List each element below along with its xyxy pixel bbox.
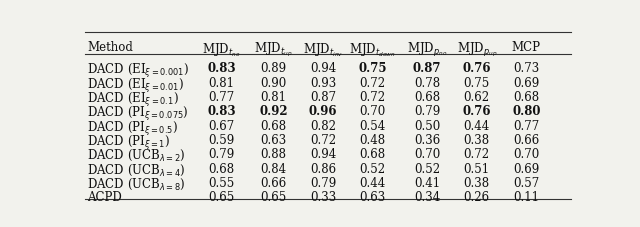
Text: 0.63: 0.63 (360, 191, 386, 204)
Text: DACD (UCB$_{\lambda=4}$): DACD (UCB$_{\lambda=4}$) (88, 163, 186, 178)
Text: 0.63: 0.63 (260, 134, 287, 147)
Text: 0.94: 0.94 (310, 62, 336, 75)
Text: 0.76: 0.76 (463, 105, 491, 118)
Text: 0.41: 0.41 (414, 177, 440, 190)
Text: 0.82: 0.82 (310, 120, 336, 133)
Text: 0.77: 0.77 (208, 91, 234, 104)
Text: 0.86: 0.86 (310, 163, 336, 175)
Text: 0.66: 0.66 (260, 177, 287, 190)
Text: 0.44: 0.44 (360, 177, 386, 190)
Text: 0.69: 0.69 (513, 76, 540, 89)
Text: 0.83: 0.83 (207, 105, 236, 118)
Text: 0.79: 0.79 (208, 148, 234, 161)
Text: 0.67: 0.67 (208, 120, 234, 133)
Text: 0.65: 0.65 (208, 191, 234, 204)
Text: 0.36: 0.36 (414, 134, 440, 147)
Text: 0.38: 0.38 (464, 134, 490, 147)
Text: MJD$_{p_{up}}$: MJD$_{p_{up}}$ (456, 41, 497, 59)
Text: 0.72: 0.72 (360, 76, 386, 89)
Text: 0.68: 0.68 (260, 120, 287, 133)
Text: 0.68: 0.68 (513, 91, 540, 104)
Text: 0.75: 0.75 (358, 62, 387, 75)
Text: 0.96: 0.96 (308, 105, 337, 118)
Text: 0.77: 0.77 (513, 120, 540, 133)
Text: 0.72: 0.72 (310, 134, 336, 147)
Text: 0.54: 0.54 (360, 120, 386, 133)
Text: DACD (EI$_{\xi=0.01}$): DACD (EI$_{\xi=0.01}$) (88, 76, 184, 94)
Text: 0.93: 0.93 (310, 76, 336, 89)
Text: DACD (EI$_{\xi=0.001}$): DACD (EI$_{\xi=0.001}$) (88, 62, 189, 80)
Text: 0.80: 0.80 (512, 105, 541, 118)
Text: 0.84: 0.84 (260, 163, 287, 175)
Text: 0.73: 0.73 (513, 62, 540, 75)
Text: 0.79: 0.79 (310, 177, 336, 190)
Text: MJD$_{t_{down}}$: MJD$_{t_{down}}$ (349, 41, 396, 59)
Text: 0.38: 0.38 (464, 177, 490, 190)
Text: 0.81: 0.81 (209, 76, 234, 89)
Text: 0.75: 0.75 (463, 76, 490, 89)
Text: 0.44: 0.44 (463, 120, 490, 133)
Text: 0.70: 0.70 (513, 148, 540, 161)
Text: 0.94: 0.94 (310, 148, 336, 161)
Text: 0.55: 0.55 (208, 177, 234, 190)
Text: 0.87: 0.87 (413, 62, 442, 75)
Text: 0.66: 0.66 (513, 134, 540, 147)
Text: 0.33: 0.33 (310, 191, 336, 204)
Text: 0.65: 0.65 (260, 191, 287, 204)
Text: 0.70: 0.70 (360, 105, 386, 118)
Text: 0.83: 0.83 (207, 62, 236, 75)
Text: 0.78: 0.78 (414, 76, 440, 89)
Text: Method: Method (88, 41, 133, 54)
Text: 0.76: 0.76 (463, 62, 491, 75)
Text: 0.52: 0.52 (414, 163, 440, 175)
Text: MJD$_{p_{no}}$: MJD$_{p_{no}}$ (407, 41, 447, 59)
Text: 0.68: 0.68 (208, 163, 234, 175)
Text: 0.81: 0.81 (260, 91, 287, 104)
Text: 0.52: 0.52 (360, 163, 386, 175)
Text: 0.51: 0.51 (464, 163, 490, 175)
Text: 0.34: 0.34 (414, 191, 440, 204)
Text: DACD (UCB$_{\lambda=2}$): DACD (UCB$_{\lambda=2}$) (88, 148, 186, 163)
Text: 0.68: 0.68 (360, 148, 386, 161)
Text: DACD (PI$_{\xi=0.5}$): DACD (PI$_{\xi=0.5}$) (88, 120, 179, 138)
Text: DACD (EI$_{\xi=0.1}$): DACD (EI$_{\xi=0.1}$) (88, 91, 179, 109)
Text: DACD (PI$_{\xi=1}$): DACD (PI$_{\xi=1}$) (88, 134, 171, 152)
Text: 0.87: 0.87 (310, 91, 336, 104)
Text: 0.72: 0.72 (360, 91, 386, 104)
Text: 0.50: 0.50 (414, 120, 440, 133)
Text: 0.26: 0.26 (464, 191, 490, 204)
Text: 0.79: 0.79 (414, 105, 440, 118)
Text: MJD$_{t_{up}}$: MJD$_{t_{up}}$ (254, 41, 292, 59)
Text: 0.48: 0.48 (360, 134, 386, 147)
Text: 0.88: 0.88 (260, 148, 287, 161)
Text: ACPD: ACPD (88, 191, 122, 204)
Text: 0.62: 0.62 (464, 91, 490, 104)
Text: 0.90: 0.90 (260, 76, 287, 89)
Text: MCP: MCP (512, 41, 541, 54)
Text: 0.72: 0.72 (464, 148, 490, 161)
Text: DACD (PI$_{\xi=0.075}$): DACD (PI$_{\xi=0.075}$) (88, 105, 189, 123)
Text: DACD (UCB$_{\lambda=8}$): DACD (UCB$_{\lambda=8}$) (88, 177, 186, 192)
Text: 0.68: 0.68 (414, 91, 440, 104)
Text: 0.59: 0.59 (208, 134, 234, 147)
Text: 0.70: 0.70 (414, 148, 440, 161)
Text: 0.11: 0.11 (513, 191, 540, 204)
Text: 0.92: 0.92 (259, 105, 288, 118)
Text: MJD$_{t_{inv}}$: MJD$_{t_{inv}}$ (303, 41, 343, 59)
Text: 0.69: 0.69 (513, 163, 540, 175)
Text: 0.57: 0.57 (513, 177, 540, 190)
Text: MJD$_{t_{no}}$: MJD$_{t_{no}}$ (202, 41, 241, 59)
Text: 0.89: 0.89 (260, 62, 287, 75)
